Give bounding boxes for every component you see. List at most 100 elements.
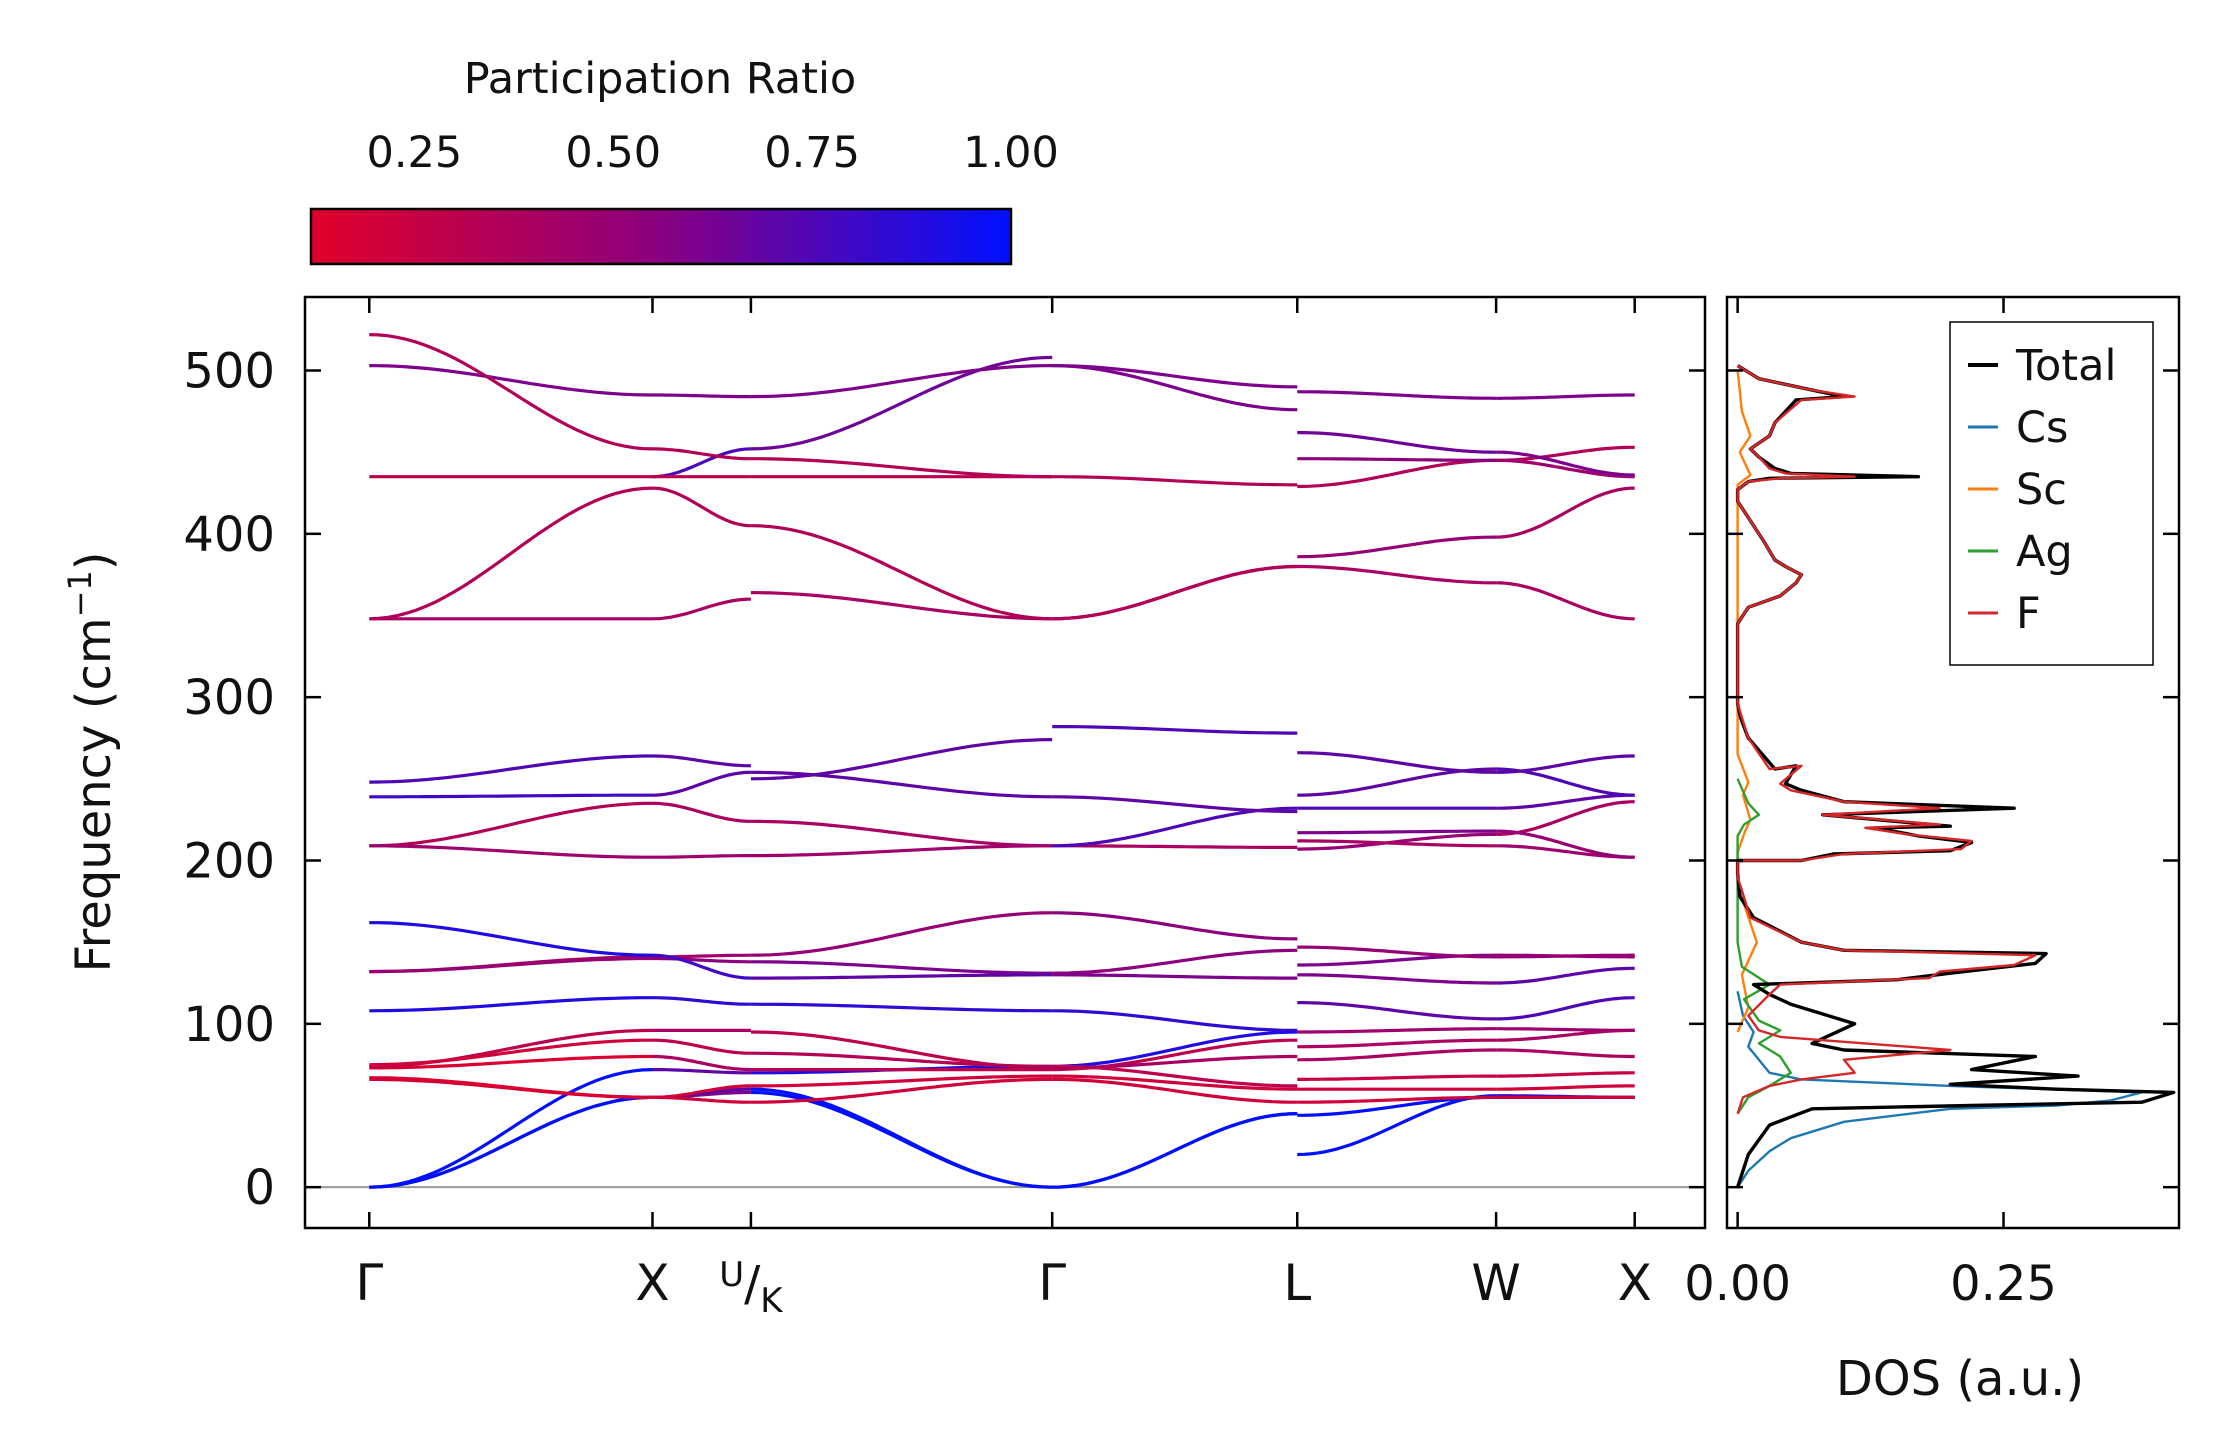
phonon-band xyxy=(1297,457,1497,462)
phonon-band xyxy=(1052,973,1298,980)
colorbar-ticks: 0.25 0.50 0.75 1.00 xyxy=(367,128,1059,264)
phonon-band xyxy=(1052,1064,1298,1088)
band-plot-frame xyxy=(303,295,1707,1230)
phonon-band xyxy=(1052,795,1298,814)
k-point-label: Γ xyxy=(355,1254,383,1312)
phonon-band xyxy=(1052,725,1298,735)
phonon-band xyxy=(1496,1071,1635,1078)
phonon-band xyxy=(1496,458,1635,479)
phonon-band xyxy=(1052,806,1298,848)
dos-curve-ag xyxy=(1736,778,1792,1115)
phonon-band xyxy=(652,393,751,399)
k-point-label: L xyxy=(1283,1254,1311,1312)
phonon-band xyxy=(369,1038,653,1067)
phonon-band xyxy=(652,953,751,980)
phonon-band xyxy=(750,973,1053,980)
phonon-band xyxy=(1297,945,1497,959)
dos-curves xyxy=(1735,364,2176,1188)
dos-curve-f xyxy=(1736,364,2037,1115)
phonon-band xyxy=(1297,1001,1497,1021)
phonon-band xyxy=(1052,1112,1298,1189)
legend-label: F xyxy=(2016,589,2041,639)
phonon-band xyxy=(1052,1009,1298,1032)
phonon-band xyxy=(750,1077,1053,1104)
phonon-band xyxy=(369,1068,653,1189)
colorbar-tick-label: 0.75 xyxy=(764,128,860,178)
dos-axis: 0.00 0.25 xyxy=(1684,297,2057,1312)
phonon-band xyxy=(369,1076,653,1099)
phonon-band xyxy=(1496,1027,1635,1032)
dos-panel: 0.00 0.25 DOS (a.u.) Total Cs Sc Ag F xyxy=(1684,295,2181,1407)
y-tick-label: 400 xyxy=(183,507,275,563)
phonon-band xyxy=(369,793,653,799)
y-tick-label: 200 xyxy=(183,834,275,890)
phonon-band xyxy=(652,854,751,859)
phonon-band xyxy=(652,447,751,479)
phonon-band xyxy=(1496,1048,1635,1059)
frequency-axis: 0 100 200 300 400 500 xyxy=(183,344,1705,1216)
k-point-label: U/K xyxy=(719,1255,784,1321)
phonon-band xyxy=(1496,486,1635,539)
phonon-band xyxy=(1297,1027,1497,1034)
phonon-band xyxy=(750,844,1053,858)
phonon-band xyxy=(369,921,653,957)
phonon-band xyxy=(1297,839,1497,848)
phonon-band xyxy=(652,486,751,528)
frequency-axis-label: Frequency (cm−1) xyxy=(61,551,122,972)
colorbar: Participation Ratio 0.25 0.50 0.75 1.00 xyxy=(309,54,1059,266)
phonon-band xyxy=(652,1084,751,1099)
phonon-band xyxy=(1496,754,1635,774)
phonon-band xyxy=(1052,1074,1298,1091)
phonon-band xyxy=(1052,911,1298,941)
phonon-band xyxy=(1297,1048,1497,1062)
phonon-band xyxy=(369,801,653,848)
y-tick-label: 500 xyxy=(183,344,275,400)
phonon-band xyxy=(1297,1094,1497,1157)
phonon-band xyxy=(750,524,1053,621)
phonon-band xyxy=(1052,1077,1298,1104)
legend-label: Cs xyxy=(2016,403,2068,453)
dos-x-tick-label: 0.25 xyxy=(1950,1256,2057,1312)
phonon-band xyxy=(1297,751,1497,774)
phonon-band xyxy=(1496,966,1635,985)
colorbar-title: Participation Ratio xyxy=(464,54,857,104)
legend-label: Sc xyxy=(2016,465,2067,515)
phonon-band xyxy=(369,1095,653,1189)
phonon-band xyxy=(1297,1038,1497,1049)
phonon-band xyxy=(750,1030,1053,1070)
dos-x-tick-label: 0.00 xyxy=(1684,1256,1791,1312)
phonon-band xyxy=(1496,445,1635,462)
dos-legend: Total Cs Sc Ag F xyxy=(1949,321,2154,666)
phonon-band xyxy=(750,1074,1053,1088)
dos-plot-frame xyxy=(1725,295,2181,1230)
phonon-band xyxy=(652,754,751,768)
phonon-band xyxy=(750,911,1053,957)
phonon-band xyxy=(652,996,751,1006)
phonon-band xyxy=(652,1038,751,1055)
phonon-band xyxy=(1052,844,1298,849)
phonon-band xyxy=(750,1090,1053,1189)
phonon-band xyxy=(750,819,1053,848)
phonon-band xyxy=(652,597,751,621)
k-point-label: W xyxy=(1471,1254,1520,1312)
y-tick-label: 100 xyxy=(183,997,275,1053)
k-point-label: X xyxy=(635,1254,669,1312)
phonon-band xyxy=(1052,364,1298,412)
colorbar-tick-label: 0.25 xyxy=(367,128,463,178)
phonon-band xyxy=(750,364,1053,399)
colorbar-tick-label: 1.00 xyxy=(963,128,1059,178)
dos-curve-sc xyxy=(1736,370,1758,1033)
colorbar-gradient xyxy=(309,207,1013,266)
phonon-band xyxy=(652,447,751,461)
phonon-band xyxy=(369,486,653,621)
phonon-band xyxy=(652,1068,751,1075)
phonon-band xyxy=(750,591,1053,621)
phonon-band xyxy=(652,801,751,823)
phonon-band xyxy=(1052,475,1298,487)
phonon-band xyxy=(1496,450,1635,477)
phonon-band xyxy=(750,960,1053,975)
phonon-band xyxy=(369,754,653,784)
phonon-band xyxy=(1297,1095,1497,1104)
phonon-band xyxy=(750,1002,1053,1013)
colorbar-tick-label: 0.50 xyxy=(565,128,661,178)
